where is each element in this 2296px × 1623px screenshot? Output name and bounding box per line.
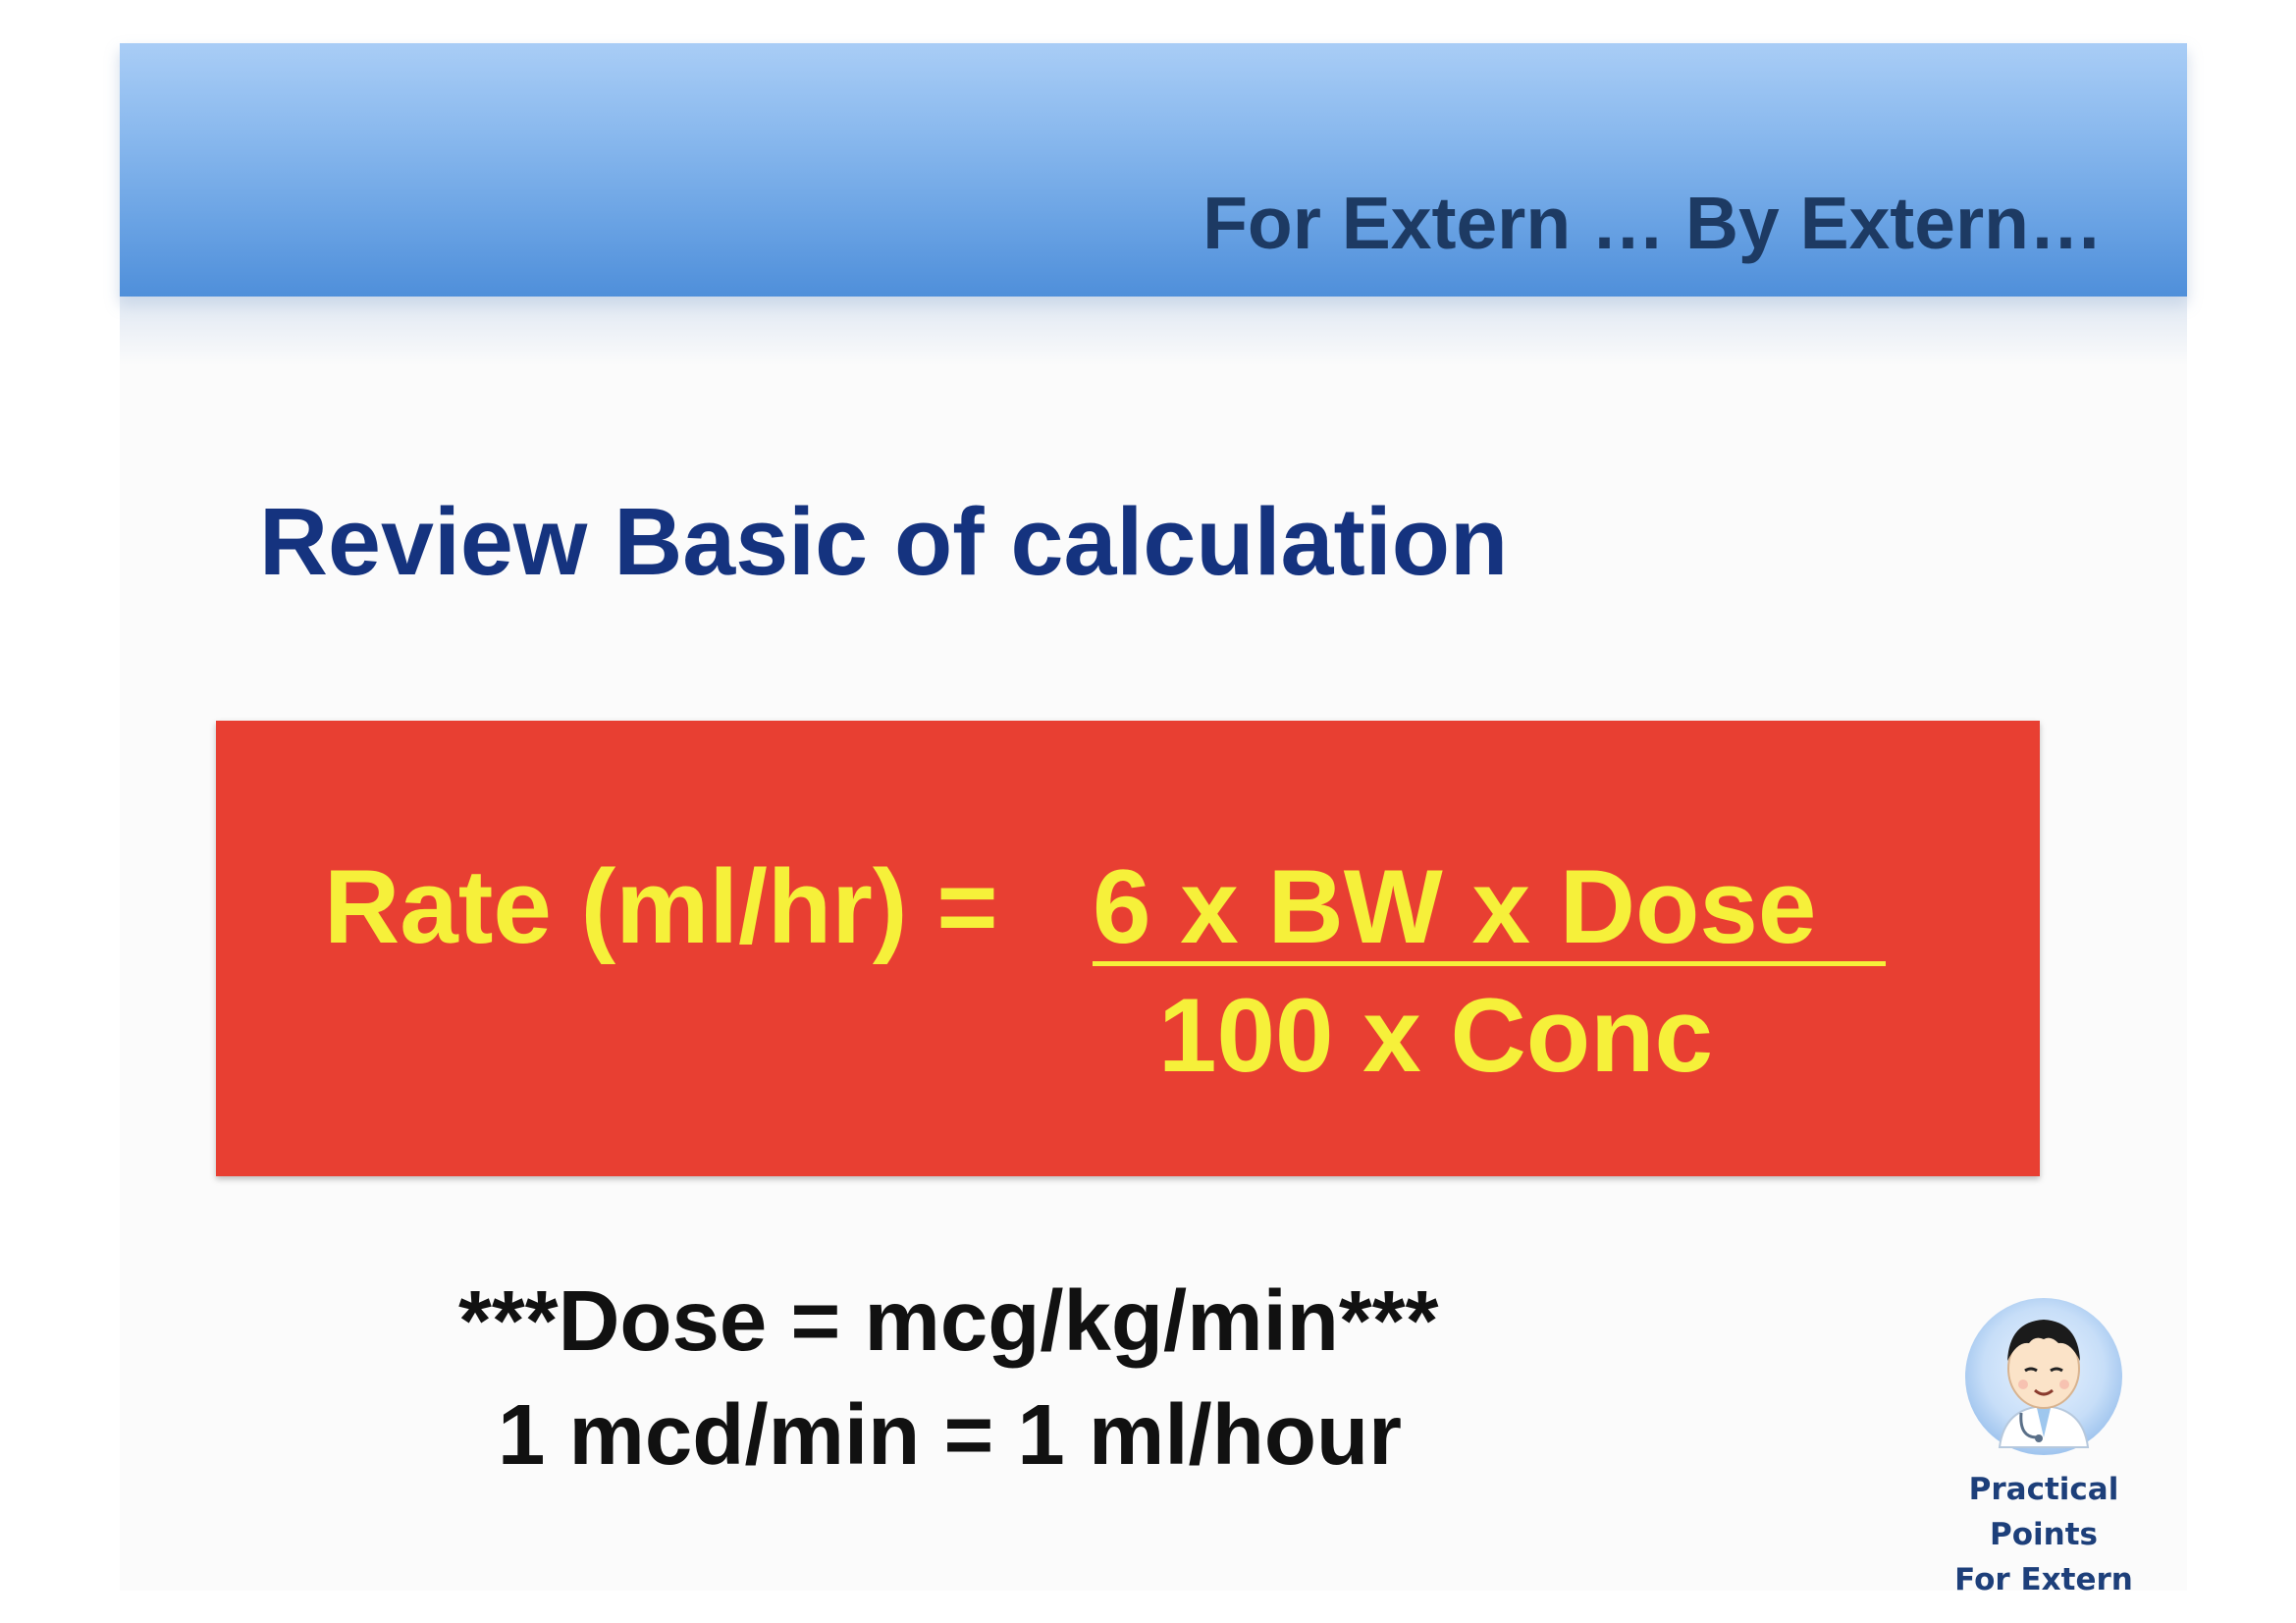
logo-line-2: For Extern: [1954, 1562, 2133, 1597]
header-band: For Extern … By Extern…: [120, 43, 2187, 297]
fraction-line: [1093, 961, 1886, 966]
formula-denominator: 100 x Conc: [1158, 976, 1713, 1094]
practical-points-logo: Practical Points For Extern: [1916, 1290, 2171, 1614]
slide: For Extern … By Extern… Review Basic of …: [120, 43, 2187, 1597]
logo-line-1: Practical Points: [1968, 1472, 2119, 1552]
formula-lhs: Rate (ml/hr) =: [324, 847, 998, 965]
dose-unit-note: ***Dose = mcg/kg/min***: [458, 1273, 1439, 1369]
formula-box: Rate (ml/hr) = 6 x BW x Dose 100 x Conc: [216, 721, 2040, 1176]
doctor-cartoon-icon: [1965, 1298, 2122, 1455]
page-title: Review Basic of calculation: [259, 488, 1509, 595]
rate-conversion-note: 1 mcd/min = 1 ml/hour: [498, 1387, 1402, 1483]
header-title: For Extern … By Extern…: [1202, 182, 2103, 264]
formula-numerator: 6 x BW x Dose: [1093, 847, 1817, 965]
logo-text: Practical Points For Extern: [1916, 1467, 2171, 1602]
header-shadow: [120, 297, 2187, 365]
